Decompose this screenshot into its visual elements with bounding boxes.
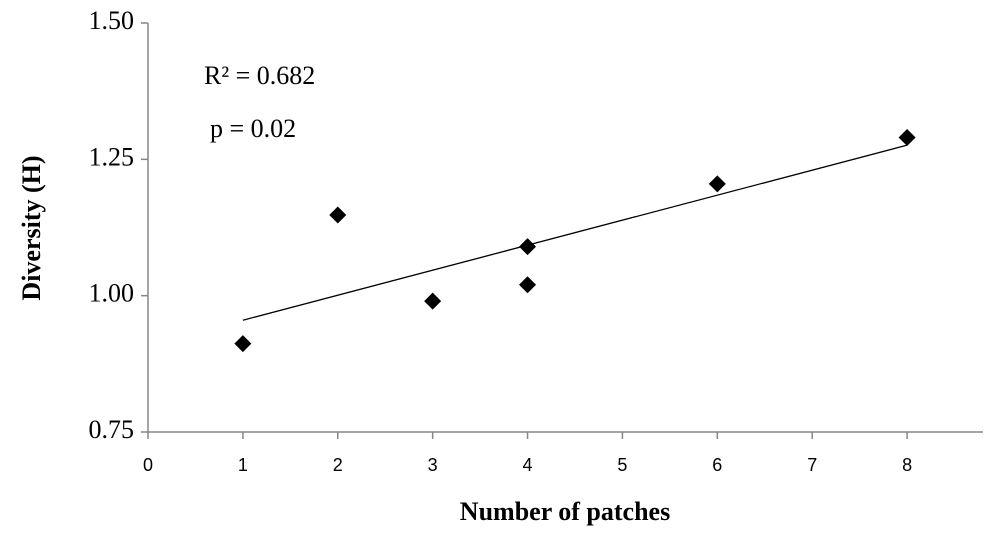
marker [424,292,442,310]
marker [234,335,252,353]
x-tick-label: 4 [523,455,533,475]
marker [519,238,537,256]
y-tick-label: 1.25 [89,142,135,171]
x-tick-label: 7 [807,455,817,475]
marker [898,129,916,147]
x-tick-label: 0 [143,455,153,475]
x-tick-label: 2 [333,455,343,475]
x-tick-label: 8 [902,455,912,475]
y-tick-label: 1.50 [89,6,135,35]
marker [329,206,347,224]
trendline [242,144,908,321]
y-axis-label: Diversity (H) [17,155,46,300]
x-tick-label: 3 [428,455,438,475]
marker [519,276,537,294]
x-tick-label: 5 [617,455,627,475]
x-axis-label: Number of patches [460,497,670,526]
x-tick-label: 1 [238,455,248,475]
x-tick-label: 6 [712,455,722,475]
y-tick-label: 0.75 [89,415,135,444]
annotation: p = 0.02 [210,114,296,143]
annotation: R² = 0.682 [204,61,315,90]
marker [708,175,726,193]
y-tick-label: 1.00 [89,279,135,308]
